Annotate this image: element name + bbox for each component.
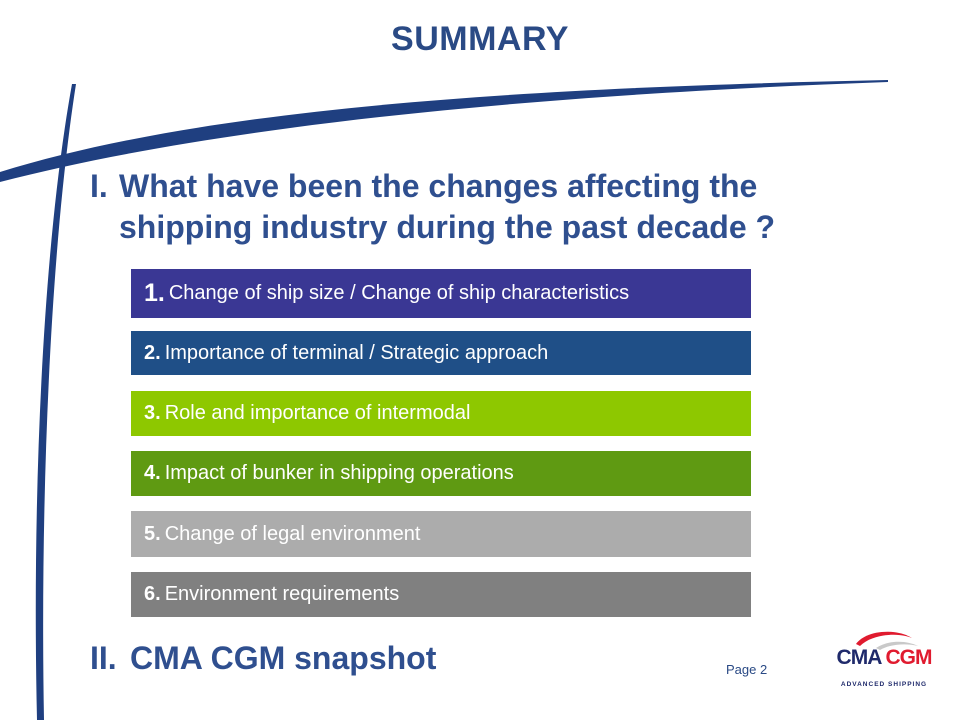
agenda-item-5: 5. Change of legal environment [131,511,751,557]
logo-arc-icon [856,631,918,650]
logo-cgm: CGM [885,646,932,669]
section-heading-2: II. CMA CGM snapshot [90,640,436,677]
agenda-item-text: Importance of terminal / Strategic appro… [164,341,549,364]
logo-cma: CMA [836,646,882,669]
section-heading-1: I. What have been the changes affecting … [90,166,850,248]
section-text-2: CMA CGM snapshot [130,640,437,676]
agenda-item-text: Change of legal environment [164,522,421,545]
logo-wordmark: CMA CGM [836,646,933,670]
agenda-item-4: 4. Impact of bunker in shipping operatio… [131,451,751,496]
page-number: Page 2 [726,662,768,677]
agenda-item-text: Change of ship size / Change of ship cha… [168,282,630,304]
agenda-item-text: Impact of bunker in shipping operations [164,462,514,484]
agenda-item-text: Role and importance of intermodal [164,402,471,424]
agenda-item-1: 1. Change of ship size / Change of ship … [131,269,751,318]
section-text-1: What have been the changes affecting the… [119,168,776,245]
agenda-item-3: 3. Role and importance of intermodal [131,391,751,436]
agenda-item-number: 2. [144,341,161,364]
logo-tagline: ADVANCED SHIPPING [840,681,928,688]
agenda-item-2: 2. Importance of terminal / Strategic ap… [131,331,751,375]
agenda-item-text: Environment requirements [164,583,400,605]
company-logo: CMA CGM ADVANCED SHIPPING [836,624,932,696]
section-number-2: II. [90,640,117,676]
agenda-item-number: 6. [144,583,161,605]
slide-title: SUMMARY [391,20,569,58]
agenda-item-number: 3. [144,402,161,424]
section-number-1: I. [90,168,108,204]
agenda-item-number: 4. [144,462,161,484]
agenda-item-number: 1. [144,279,165,307]
agenda-item-number: 5. [144,522,161,545]
agenda-item-6: 6. Environment requirements [131,572,751,617]
